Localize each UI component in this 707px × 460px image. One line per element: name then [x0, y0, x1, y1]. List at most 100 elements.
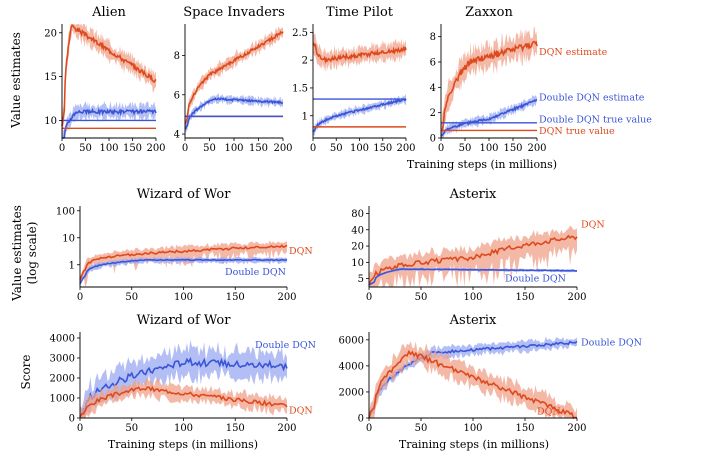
series-asterix-value-ddqn — [368, 268, 578, 286]
xtick-label-asterix-value: 0 — [366, 292, 372, 303]
series-wizard-value-ddqn — [79, 258, 288, 284]
ytick-label-wizard-score: 0 — [69, 414, 75, 425]
ytick-label-wizard-score: 2000 — [50, 374, 75, 385]
xtick-label-asterix-score: 100 — [463, 423, 482, 434]
annotation-asterix-score-0: Double DQN — [581, 337, 642, 348]
chart-title-asterix-score: Asterix — [449, 313, 497, 328]
band-wizard-score-ddqn — [80, 339, 287, 418]
xtick-label-zaxxon: 150 — [503, 143, 522, 154]
ytick-label-wizard-score: 4000 — [50, 334, 75, 345]
chart-title-asterix-value: Asterix — [449, 187, 497, 202]
xtick-label-space-invaders: 200 — [273, 143, 292, 154]
xlabel-bottom-right: Training steps (in millions) — [399, 438, 549, 451]
ytick-label-time-pilot: 2.5 — [292, 28, 308, 39]
xtick-label-time-pilot: 150 — [373, 143, 392, 154]
xtick-label-alien: 150 — [123, 143, 142, 154]
xtick-label-space-invaders: 100 — [224, 143, 243, 154]
xtick-label-time-pilot: 200 — [396, 143, 415, 154]
xtick-label-space-invaders: 0 — [182, 143, 188, 154]
band-wizard-value-dqn — [80, 240, 287, 287]
xtick-label-wizard-score: 0 — [77, 423, 83, 434]
xtick-label-asterix-value: 150 — [515, 292, 534, 303]
xtick-label-wizard-score: 200 — [277, 423, 296, 434]
series-wizard-score-dqn — [79, 386, 288, 418]
xtick-label-space-invaders: 50 — [203, 143, 216, 154]
xtick-label-asterix-score: 150 — [515, 423, 534, 434]
chart-space-invaders: Space Invaders 4 6 8 0 50 100 150 200 — [174, 5, 293, 154]
ytick-label-wizard-score: 1000 — [50, 394, 75, 405]
ytick-label-zaxxon: 2 — [430, 108, 436, 119]
band-asterix-value-ddqn — [369, 267, 577, 287]
band-asterix-score-dqn — [369, 341, 577, 418]
annotation-zaxxon-1: Double DQN estimate — [539, 92, 645, 103]
xtick-label-wizard-value: 100 — [174, 292, 193, 303]
series-space-invaders-dqn — [184, 30, 284, 125]
band-time-pilot-dqn — [313, 31, 406, 72]
xtick-label-space-invaders: 150 — [249, 143, 268, 154]
chart-title-time-pilot: Time Pilot — [326, 5, 394, 20]
ytick-label-wizard-value: 1 — [69, 260, 75, 271]
annotation-asterix-value-0: DQN — [581, 220, 605, 231]
ytick-label-space-invaders: 4 — [174, 130, 180, 141]
chart-zaxxon: Zaxxon 0 2 4 6 8 0 50 100 150 200 DQN estimate Doubl… — [430, 5, 653, 154]
series-alien-dqn — [61, 24, 157, 127]
band-asterix-value-dqn — [369, 225, 577, 287]
annotation-wizard-value-0: DQN — [289, 246, 313, 257]
chart-title-wizard-value: Wizard of Wor — [137, 187, 232, 202]
annotation-asterix-value-1: Double DQN — [505, 274, 566, 285]
xtick-label-wizard-value: 200 — [277, 292, 296, 303]
ytick-label-asterix-value: 20 — [351, 242, 364, 253]
ylabel-value-estimates-log-1: Value estimates — [10, 205, 24, 302]
band-zaxxon-dqn — [441, 26, 537, 139]
ytick-label-zaxxon: 4 — [430, 83, 436, 94]
xlabel-top: Training steps (in millions) — [407, 158, 557, 171]
annotation-asterix-score-1: DQN — [537, 406, 561, 417]
ytick-label-space-invaders: 6 — [174, 90, 180, 101]
series-space-invaders-ddqn — [184, 97, 284, 130]
xtick-label-zaxxon: 0 — [438, 143, 444, 154]
xtick-label-wizard-value: 150 — [226, 292, 245, 303]
xtick-label-time-pilot: 100 — [350, 143, 369, 154]
ytick-label-alien: 15 — [44, 72, 57, 83]
xtick-label-zaxxon: 200 — [527, 143, 546, 154]
band-zaxxon-ddqn — [441, 94, 537, 138]
ytick-label-asterix-value: 5 — [358, 274, 364, 285]
xtick-label-wizard-value: 50 — [125, 292, 138, 303]
ytick-label-space-invaders: 8 — [174, 51, 180, 62]
xtick-label-asterix-value: 50 — [415, 292, 428, 303]
band-time-pilot-ddqn — [313, 93, 406, 138]
xtick-label-alien: 0 — [59, 143, 65, 154]
series-alien-ddqn — [62, 107, 157, 139]
chart-asterix-value: Asterix 5 10 20 40 80 0 50 100 150 200 DQN Double DQ… — [351, 187, 604, 303]
ytick-label-alien: 20 — [44, 28, 57, 39]
chart-title-space-invaders: Space Invaders — [183, 5, 285, 20]
annotation-zaxxon-0: DQN estimate — [539, 47, 608, 58]
xtick-label-alien: 200 — [146, 143, 165, 154]
xtick-label-wizard-value: 0 — [77, 292, 83, 303]
ytick-label-asterix-score: 4000 — [339, 361, 364, 372]
annotation-zaxxon-2: Double DQN true value — [539, 115, 652, 126]
series-time-pilot-dqn — [312, 42, 407, 64]
chart-title-zaxxon: Zaxxon — [465, 5, 513, 20]
ytick-label-wizard-value: 10 — [62, 233, 75, 244]
xtick-label-wizard-score: 50 — [125, 423, 138, 434]
ytick-label-time-pilot: 2 — [302, 56, 308, 67]
ylabel-value-estimates: Value estimates — [9, 32, 23, 129]
xtick-label-alien: 100 — [99, 143, 118, 154]
xlabel-bottom-left: Training steps (in millions) — [108, 438, 258, 451]
xtick-label-asterix-score: 0 — [366, 423, 372, 434]
xtick-label-asterix-value: 200 — [567, 292, 586, 303]
xtick-label-asterix-score: 200 — [567, 423, 586, 434]
ytick-label-asterix-score: 2000 — [339, 387, 364, 398]
series-zaxxon-dqn — [440, 40, 538, 134]
band-space-invaders-dqn — [185, 26, 283, 129]
band-space-invaders-ddqn — [185, 93, 283, 133]
ytick-label-asterix-value: 80 — [351, 209, 364, 220]
annotation-wizard-score-0: Double DQN — [255, 340, 316, 351]
band-alien-ddqn — [62, 100, 156, 138]
xtick-label-wizard-score: 100 — [174, 423, 193, 434]
xtick-label-alien: 50 — [79, 143, 92, 154]
series-wizard-value-dqn — [79, 244, 288, 281]
